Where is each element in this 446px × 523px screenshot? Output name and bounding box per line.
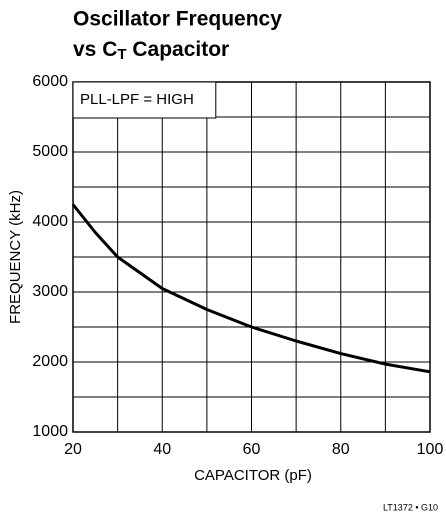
y-tick-label: 2000 bbox=[32, 353, 68, 370]
annotation: PLL-LPF = HIGH bbox=[80, 91, 194, 108]
annotation-box bbox=[72, 81, 217, 119]
chart-title: vs CT Capacitor bbox=[73, 38, 229, 63]
title-part: Capacitor bbox=[127, 38, 230, 61]
x-axis-label: CAPACITOR (pF) bbox=[194, 467, 312, 484]
footnote: LT1372 • G10 bbox=[383, 502, 438, 512]
x-tick-label: 40 bbox=[153, 441, 171, 458]
title-subscript: T bbox=[117, 46, 126, 63]
x-tick-label: 60 bbox=[243, 441, 261, 458]
y-tick-label: 4000 bbox=[32, 213, 68, 230]
chart-title: Oscillator Frequency bbox=[73, 8, 282, 31]
title-part: vs C bbox=[73, 38, 117, 61]
y-tick-label: 5000 bbox=[32, 143, 68, 160]
x-tick-label: 100 bbox=[417, 441, 444, 458]
plot-frame bbox=[72, 81, 431, 433]
y-axis-label: FREQUENCY (kHz) bbox=[7, 190, 24, 324]
y-tick-label: 6000 bbox=[32, 73, 68, 90]
data-line bbox=[71, 203, 431, 374]
x-tick-label: 20 bbox=[64, 441, 82, 458]
y-tick-label: 1000 bbox=[32, 423, 68, 440]
x-tick-label: 80 bbox=[332, 441, 350, 458]
y-tick-label: 3000 bbox=[32, 283, 68, 300]
